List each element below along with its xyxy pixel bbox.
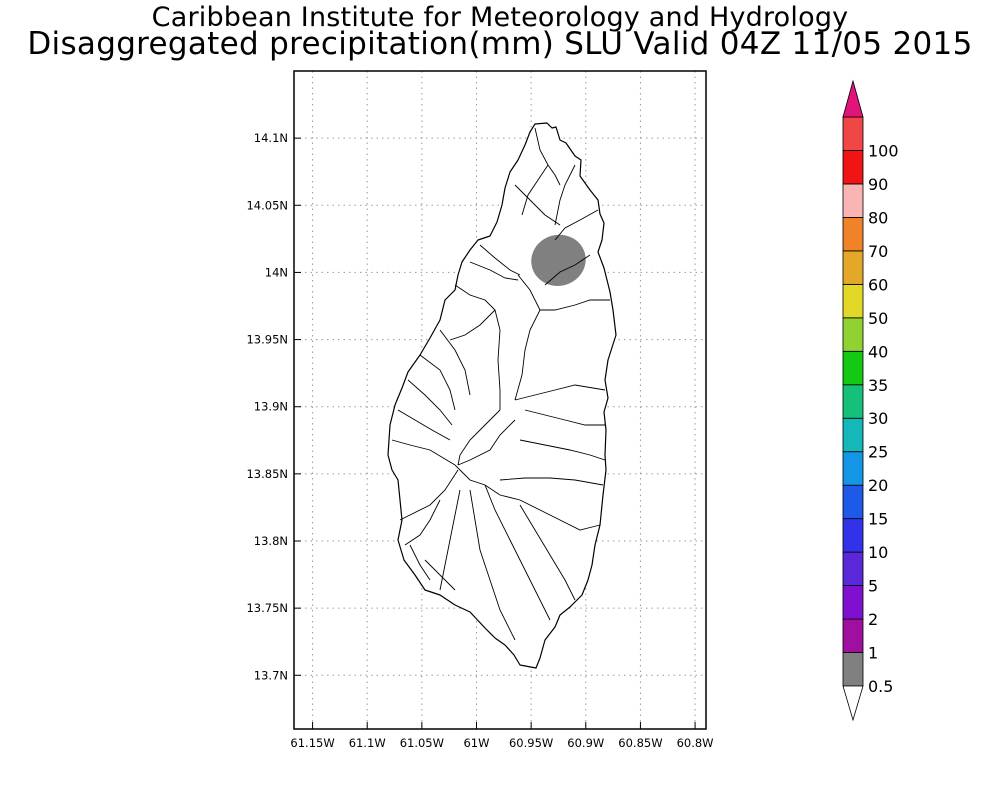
chart-title-line-1: Caribbean Institute for Meteorology and … [151, 2, 849, 33]
colorbar-segment [842, 518, 864, 553]
y-tick-label: 13.9N [254, 400, 288, 414]
plot-frame [293, 70, 707, 730]
colorbar-label: 25 [868, 443, 888, 462]
x-tick-label: 61.05W [400, 736, 444, 750]
x-tick-label: 60.85W [618, 736, 662, 750]
y-tick-label: 14.05N [246, 198, 288, 212]
island-landmass [387, 122, 617, 669]
colorbar-segment [842, 417, 864, 453]
colorbar-segment [842, 283, 864, 319]
colorbar-label: 30 [868, 409, 888, 428]
colorbar-label: 50 [868, 309, 888, 328]
colorbar-label: 0.5 [868, 677, 893, 696]
colorbar-segment [842, 317, 864, 352]
colorbar-label: 60 [868, 275, 888, 294]
colorbar-label: 40 [868, 342, 888, 361]
colorbar-label: 35 [868, 376, 888, 395]
colorbar-label: 70 [868, 242, 888, 261]
y-tick-label: 14.1N [254, 131, 288, 145]
colorbar-segment [842, 150, 864, 185]
colorbar-segment [842, 250, 864, 285]
colorbar-segment [842, 217, 864, 252]
colorbar-label: 15 [868, 510, 888, 529]
x-tick-label: 61.1W [349, 736, 386, 750]
colorbar-segment [842, 652, 864, 687]
axis-ticks: 61.15W 61.1W 61.05W 61W 60.95W 60.9W 60.85W 60.… [246, 131, 713, 750]
colorbar-label: 90 [868, 175, 888, 194]
precip-area-0.5-1mm [531, 234, 586, 286]
x-tick-label: 61.15W [290, 736, 334, 750]
colorbar-label: 1 [868, 644, 878, 663]
colorbar-segment [842, 618, 864, 653]
colorbar-label: 5 [868, 577, 878, 596]
y-tick-label: 13.95N [246, 333, 288, 347]
colorbar-segment [842, 585, 864, 620]
colorbar-segment [842, 551, 864, 586]
colorbar-label: 20 [868, 476, 888, 495]
colorbar-segment [842, 116, 864, 151]
y-tick-label: 13.7N [254, 668, 288, 682]
colorbar-label: 100 [868, 141, 899, 160]
x-tick-label: 60.9W [567, 736, 604, 750]
chart-title-line-2: Disaggregated precipitation(mm) SLU Vali… [27, 26, 973, 62]
colorbar-segment [842, 350, 864, 386]
colorbar-segment [842, 484, 864, 520]
y-tick-label: 13.85N [246, 467, 288, 481]
x-tick-label: 60.95W [509, 736, 553, 750]
colorbar-segment [842, 183, 864, 218]
colorbar-label: 80 [868, 208, 888, 227]
colorbar-segment [842, 451, 864, 486]
x-tick-label: 61W [463, 736, 489, 750]
y-tick-label: 14N [265, 265, 288, 279]
colorbar-under-arrow [842, 685, 864, 722]
colorbar-label: 2 [868, 610, 878, 629]
colorbar-label: 10 [868, 543, 888, 562]
x-tick-label: 60.8W [677, 736, 714, 750]
watershed-boundaries [391, 127, 610, 641]
island-coastline [387, 122, 617, 669]
y-tick-label: 13.75N [246, 601, 288, 615]
colorbar-segment [842, 384, 864, 419]
y-tick-label: 13.8N [254, 534, 288, 548]
colorbar-over-arrow [842, 79, 864, 118]
